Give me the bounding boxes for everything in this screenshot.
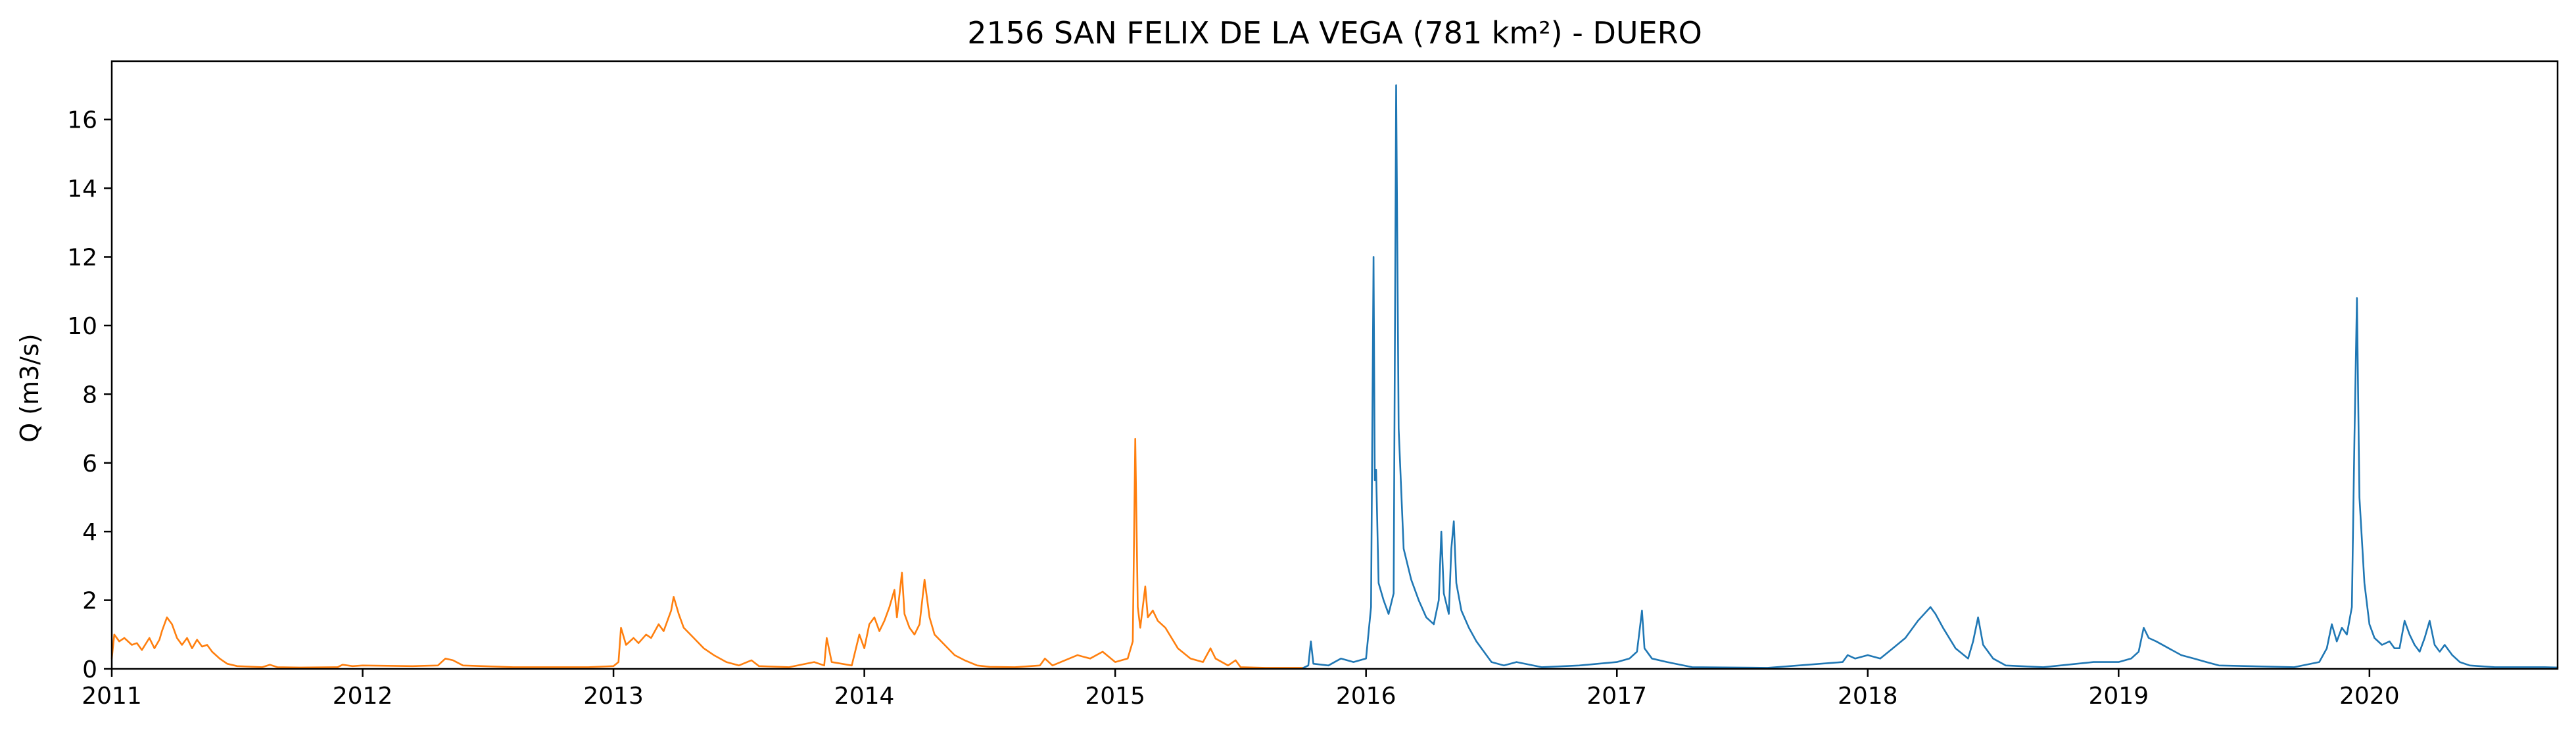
plot-frame — [110, 60, 2559, 670]
series-line-2 — [1302, 84, 2559, 669]
x-tick-label: 2012 — [333, 683, 393, 710]
x-tick-label: 2013 — [583, 683, 644, 710]
x-axis-ticks: 2011 2012 2013 2014 2015 2016 2017 2018 2019 2020 — [82, 669, 2400, 710]
y-tick-label: 2 — [82, 588, 97, 615]
y-axis-label: Q (m3/s) — [15, 333, 44, 442]
x-tick-label: 2015 — [1085, 683, 1145, 710]
y-axis-ticks: 0 2 4 6 8 10 12 14 16 — [67, 107, 112, 683]
y-tick-label: 12 — [67, 245, 97, 272]
x-tick-label: 2018 — [1838, 683, 1898, 710]
series-layer — [110, 84, 2559, 669]
y-tick-label: 10 — [67, 313, 97, 340]
x-tick-label: 2020 — [2339, 683, 2400, 710]
x-tick-label: 2019 — [2088, 683, 2149, 710]
chart-title: 2156 SAN FELIX DE LA VEGA (781 km²) - DU… — [967, 15, 1702, 51]
y-tick-label: 6 — [82, 451, 97, 477]
x-tick-label: 2014 — [834, 683, 895, 710]
x-tick-label: 2011 — [82, 683, 142, 710]
x-tick-label: 2017 — [1586, 683, 1647, 710]
y-tick-label: 16 — [67, 107, 97, 134]
series-line-1 — [110, 437, 1304, 669]
y-tick-label: 14 — [67, 176, 97, 203]
y-tick-label: 4 — [82, 519, 97, 546]
y-tick-label: 8 — [82, 381, 97, 408]
x-tick-label: 2016 — [1336, 683, 1396, 710]
y-tick-label: 0 — [82, 656, 97, 683]
